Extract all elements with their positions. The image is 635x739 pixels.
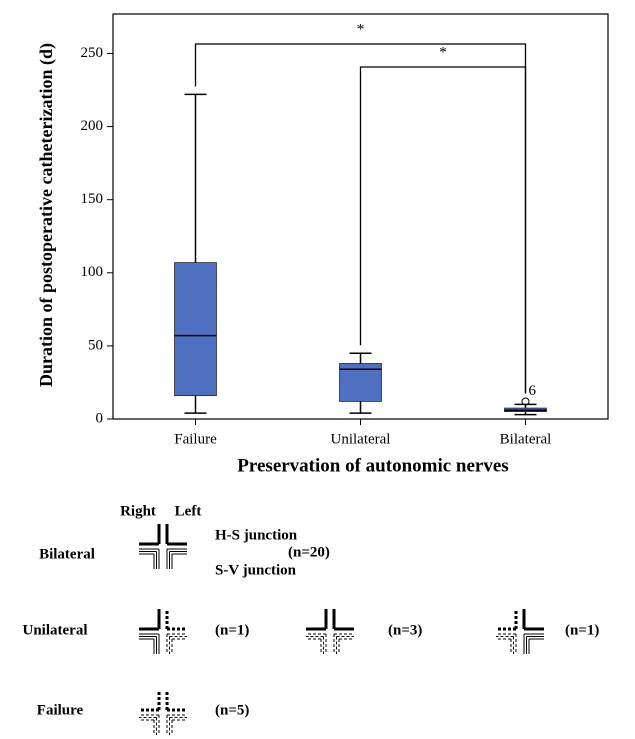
row-label: Unilateral [23,622,88,638]
x-axis-label: Preservation of autonomic nerves [237,455,508,476]
y-tick-label: 200 [81,118,104,134]
count-label: (n=5) [215,702,249,718]
count-label: (n=1) [565,622,599,638]
y-tick-label: 100 [81,264,104,280]
count-label: (n=3) [388,622,422,638]
side-label: Left [175,503,202,519]
x-tick-label: Bilateral [500,431,552,447]
count-label: (n=1) [215,622,249,638]
box [174,262,217,396]
outlier [521,397,530,406]
x-tick-label: Unilateral [331,431,391,447]
junction-label: H-S junction [215,527,298,543]
significance-bracket [359,66,527,394]
y-axis-label: Duration of postoperative catheterizatio… [36,43,57,387]
y-tick-label: 250 [81,45,104,61]
count-label: (n=20) [288,544,330,560]
significance-label: * [357,21,365,37]
significance-label: * [439,44,447,60]
outlier-label: 6 [529,383,537,399]
y-tick-label: 0 [96,410,104,426]
junction-label: S-V junction [215,562,297,578]
y-tick-label: 150 [81,191,104,207]
x-tick-label: Failure [174,431,217,447]
row-label: Failure [37,702,84,718]
side-label: Right [120,503,156,519]
y-tick-label: 50 [88,337,103,353]
row-label: Bilateral [39,546,95,562]
